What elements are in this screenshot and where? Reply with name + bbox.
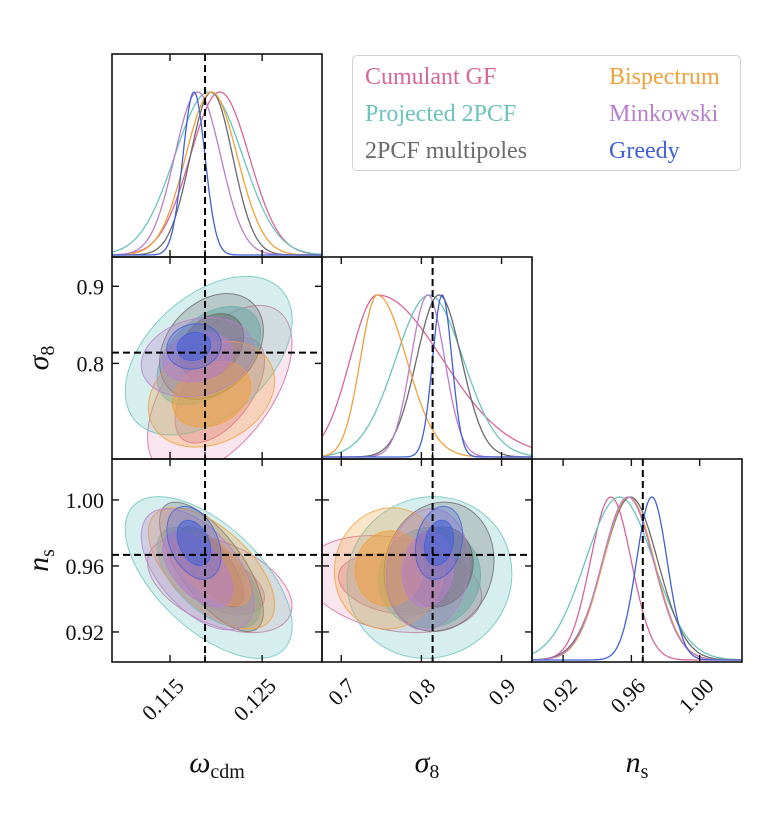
- y-tick-label-sigma8: 0.8: [77, 351, 105, 376]
- marginal-omega_cdm-minkowski: [112, 91, 322, 256]
- panel-n_s-n_s: [531, 458, 743, 663]
- y-axis-label-n_s: ns: [22, 549, 59, 572]
- panel-frame-2-2: [531, 458, 743, 663]
- panel-omega_cdm-omega_cdm: [111, 53, 323, 258]
- y-tick-label-n_s: 1.00: [66, 488, 105, 513]
- x-tick-label-sigma8: 0.8: [403, 673, 440, 710]
- y-tick-label-sigma8: 0.9: [77, 274, 105, 299]
- marginal-sigma8-2pcf-multipoles: [322, 294, 532, 458]
- marginal-sigma8-projected-2pcf: [322, 294, 532, 457]
- marginal-sigma8-cumulant-gf: [322, 294, 532, 449]
- marginal-omega_cdm-bispectrum: [112, 91, 322, 256]
- legend: Cumulant GF Projected 2PCF 2PCF multipol…: [352, 55, 741, 171]
- panel-omega_cdm-sigma8: [111, 256, 323, 460]
- marginal-sigma8-minkowski: [322, 294, 532, 458]
- legend-entry-cumulant-gf: Cumulant GF: [365, 64, 497, 90]
- marginal-sigma8-greedy: [322, 294, 532, 458]
- marginal-omega_cdm-cumulant-gf: [112, 91, 322, 256]
- panel-frame-0-0: [111, 53, 323, 258]
- legend-entry-greedy: Greedy: [609, 138, 680, 164]
- legend-entry-minkowski: Minkowski: [609, 101, 719, 127]
- marginal-omega_cdm-greedy: [112, 91, 322, 256]
- marginal-n_s-bispectrum: [532, 496, 742, 661]
- marginal-n_s-cumulant-gf: [532, 496, 742, 661]
- x-tick-label-n_s: 1.00: [674, 673, 719, 718]
- panel-sigma8-sigma8: [321, 256, 533, 460]
- y-tick-label-n_s: 0.96: [66, 554, 105, 579]
- legend-entry-projected-2pcf: Projected 2PCF: [365, 101, 517, 127]
- x-tick-label-n_s: 0.96: [605, 673, 650, 718]
- legend-entry-2pcf-multipoles: 2PCF multipoles: [365, 138, 528, 164]
- marginal-omega_cdm-2pcf-multipoles: [112, 91, 322, 256]
- x-tick-label-sigma8: 0.7: [323, 673, 360, 710]
- x-axis-label-omega_cdm: ωcdm: [189, 746, 245, 783]
- marginal-sigma8-bispectrum: [322, 294, 532, 458]
- x-tick-label-n_s: 0.92: [537, 673, 582, 718]
- panel-sigma8-n_s: [321, 458, 533, 663]
- marginal-n_s-greedy: [532, 496, 742, 661]
- x-axis-label-sigma8: σ8: [415, 746, 440, 783]
- contour-68-omega_cdm-n_s-minkowski: [162, 531, 234, 608]
- legend-entry-bispectrum: Bispectrum: [609, 64, 720, 90]
- y-tick-label-n_s: 0.92: [66, 620, 105, 645]
- panel-frame-1-1: [321, 256, 533, 460]
- y-axis-label-sigma8: σ8: [22, 346, 59, 371]
- x-tick-label-sigma8: 0.9: [483, 673, 520, 710]
- panel-omega_cdm-n_s: [111, 458, 323, 663]
- marginal-n_s-2pcf-multipoles: [532, 496, 742, 661]
- marginal-n_s-projected-2pcf: [532, 496, 742, 661]
- marginal-omega_cdm-projected-2pcf: [112, 91, 322, 256]
- x-axis-label-n_s: ns: [626, 746, 649, 783]
- x-tick-label-omega_cdm: 0.125: [228, 673, 281, 726]
- x-tick-label-omega_cdm: 0.115: [137, 673, 189, 725]
- marginal-n_s-minkowski: [532, 496, 742, 661]
